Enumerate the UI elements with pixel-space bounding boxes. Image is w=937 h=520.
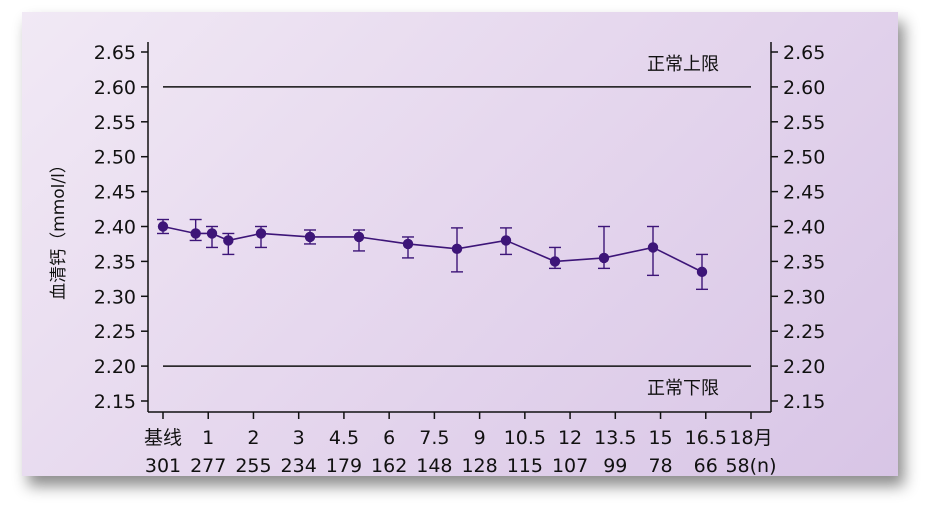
y-tick-label-right: 2.30 [783, 286, 825, 308]
data-point [353, 231, 365, 243]
n-count-label: 179 [326, 455, 362, 477]
x-category-label: 4.5 [329, 427, 359, 449]
data-point [223, 235, 234, 246]
y-tick-label-right: 2.20 [783, 356, 825, 378]
n-count-label: 78 [648, 455, 672, 477]
x-category-label: 15 [648, 427, 672, 449]
x-category-label: 2 [247, 427, 259, 449]
n-count-label: 115 [507, 455, 543, 477]
n-count-label: 148 [416, 455, 452, 477]
data-point [451, 243, 463, 255]
n-count-label: 107 [552, 455, 588, 477]
n-count-label: 162 [371, 455, 407, 477]
x-category-label: 10.5 [504, 427, 546, 449]
y-tick-label-left: 2.50 [94, 147, 136, 169]
y-tick-label-right: 2.25 [783, 321, 825, 343]
x-category-label: 16.5 [685, 427, 727, 449]
y-tick-label-left: 2.20 [94, 356, 136, 378]
y-tick-label-left: 2.35 [94, 251, 136, 273]
data-point [598, 252, 610, 264]
x-category-label: 7.5 [419, 427, 449, 449]
x-category-label: 3 [293, 427, 305, 449]
y-tick-label-right: 2.15 [783, 391, 825, 413]
data-point [157, 221, 169, 232]
n-count-label: 234 [281, 455, 317, 477]
y-tick-label-left: 2.45 [94, 182, 136, 204]
y-tick-label-right: 2.45 [783, 182, 825, 204]
data-point [304, 231, 316, 243]
x-category-label: 1 [202, 427, 214, 449]
data-point [255, 228, 267, 239]
y-tick-label-right: 2.60 [783, 77, 825, 99]
upper-limit-label: 正常上限 [647, 54, 719, 75]
series-line [162, 225, 703, 273]
n-count-label: 301 [145, 455, 181, 477]
data-point [696, 266, 708, 278]
x-category-label: 13.5 [594, 427, 636, 449]
n-count-label: 277 [190, 455, 226, 477]
data-point [402, 238, 414, 250]
x-category-label: 18月 [729, 427, 772, 449]
y-tick-label-left: 2.60 [94, 77, 136, 99]
y-tick-label-right: 2.35 [783, 251, 825, 273]
y-tick-label-left: 2.30 [94, 286, 136, 308]
chart-card [22, 12, 898, 476]
data-point [549, 256, 561, 267]
y-tick-label-left: 2.40 [94, 217, 136, 239]
y-tick-label-right: 2.40 [783, 217, 825, 239]
data-point [647, 242, 659, 253]
y-tick-label-left: 2.25 [94, 321, 136, 343]
x-category-label: 9 [474, 427, 486, 449]
y-axis-label: 血清钙（mmol/l） [49, 156, 69, 300]
lower-limit-label: 正常下限 [647, 378, 719, 399]
y-tick-label-left: 2.15 [94, 391, 136, 413]
n-count-label: 255 [235, 455, 271, 477]
data-point [206, 228, 218, 239]
y-tick-label-left: 2.65 [94, 42, 136, 64]
n-count-label: 99 [603, 455, 627, 477]
y-tick-label-right: 2.55 [783, 112, 825, 134]
data-point [190, 228, 201, 239]
x-category-label: 12 [558, 427, 582, 449]
n-count-label: 128 [461, 455, 497, 477]
y-tick-label-right: 2.65 [783, 42, 825, 64]
n-count-label: 66 [694, 455, 718, 477]
y-tick-label-left: 2.55 [94, 112, 136, 134]
x-category-label: 6 [383, 427, 395, 449]
y-tick-label-right: 2.50 [783, 147, 825, 169]
data-point [500, 235, 512, 246]
x-category-label: 基线 [144, 427, 182, 449]
n-count-label: 58(n) [725, 455, 776, 477]
